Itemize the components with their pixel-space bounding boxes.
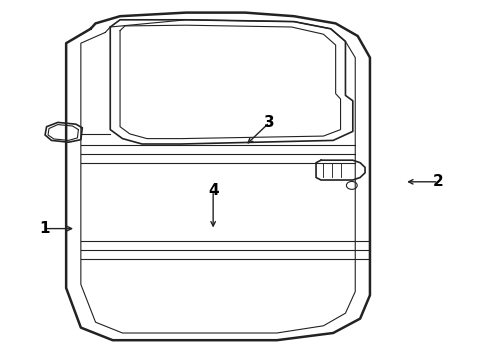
Text: 3: 3 [264, 115, 275, 130]
Text: 2: 2 [433, 174, 444, 189]
Text: 1: 1 [39, 221, 49, 236]
Text: 4: 4 [208, 183, 219, 198]
